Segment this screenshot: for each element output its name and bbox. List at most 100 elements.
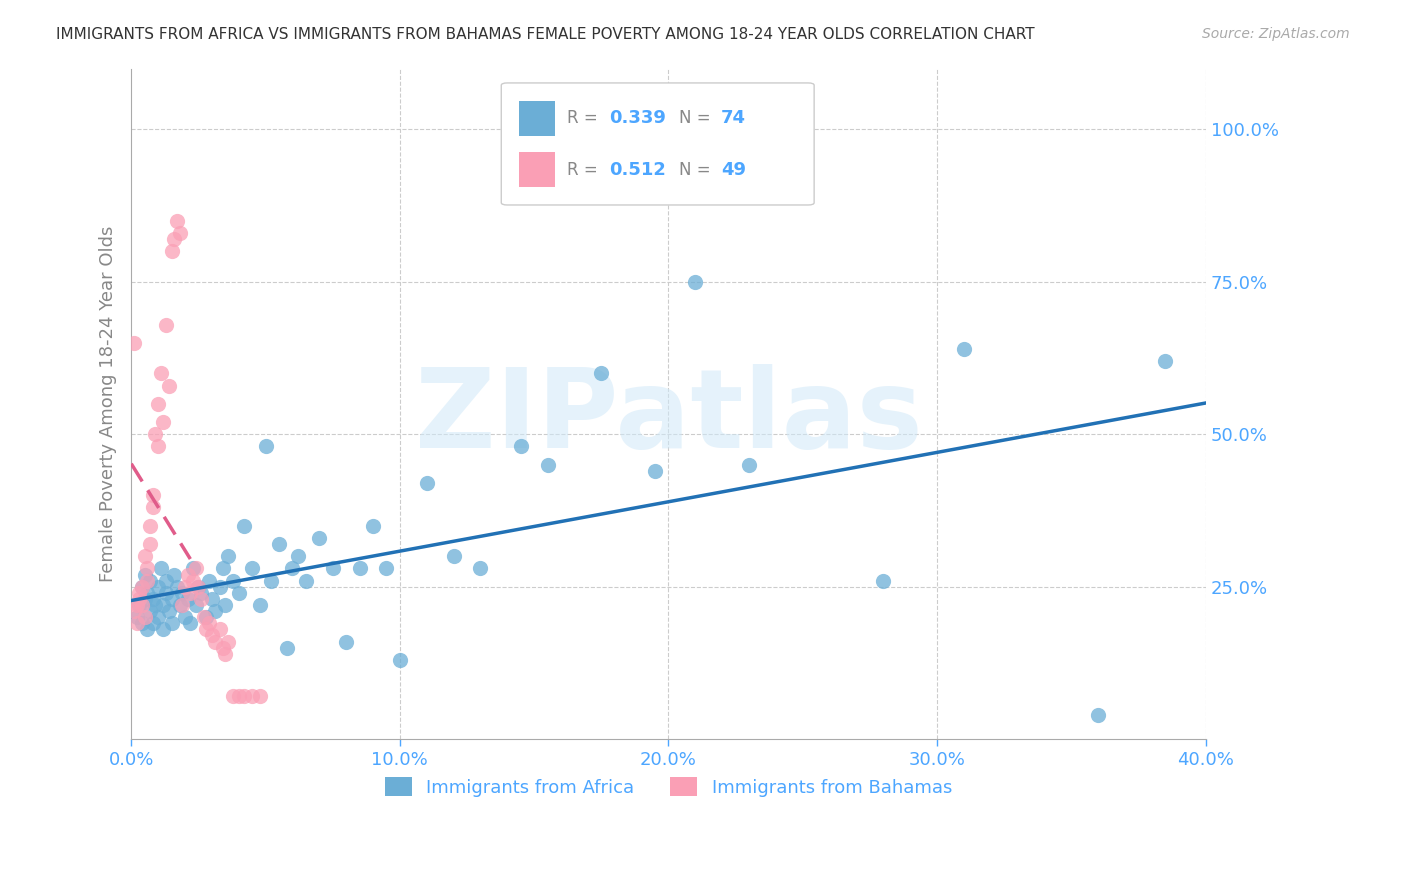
Point	[375, 561, 398, 575]
Point	[160, 591, 183, 606]
Point	[163, 567, 186, 582]
Point	[204, 634, 226, 648]
Point	[163, 232, 186, 246]
Point	[125, 616, 148, 631]
Point	[187, 580, 209, 594]
Point	[176, 591, 198, 606]
Point	[146, 610, 169, 624]
Point	[233, 518, 256, 533]
Point	[1154, 354, 1177, 368]
Point	[142, 488, 165, 502]
Point	[184, 561, 207, 575]
Legend: Immigrants from Africa, Immigrants from Bahamas: Immigrants from Africa, Immigrants from …	[377, 770, 959, 804]
Point	[166, 214, 188, 228]
Point	[134, 610, 156, 624]
Point	[361, 518, 384, 533]
Point	[190, 591, 212, 606]
Point	[536, 458, 558, 472]
Point	[211, 561, 233, 575]
Point	[174, 610, 197, 624]
Point	[179, 616, 201, 631]
Point	[208, 623, 231, 637]
Point	[281, 561, 304, 575]
Point	[201, 628, 224, 642]
Point	[190, 586, 212, 600]
Point	[591, 367, 613, 381]
Point	[181, 561, 204, 575]
Point	[169, 226, 191, 240]
Point	[470, 561, 492, 575]
Point	[149, 561, 172, 575]
Point	[169, 598, 191, 612]
Point	[195, 623, 218, 637]
Point	[146, 580, 169, 594]
Point	[349, 561, 371, 575]
Text: IMMIGRANTS FROM AFRICA VS IMMIGRANTS FROM BAHAMAS FEMALE POVERTY AMONG 18-24 YEA: IMMIGRANTS FROM AFRICA VS IMMIGRANTS FRO…	[56, 27, 1035, 42]
Point	[139, 518, 162, 533]
Point	[187, 580, 209, 594]
Point	[685, 275, 707, 289]
Point	[222, 574, 245, 588]
Point	[122, 335, 145, 350]
Point	[228, 586, 250, 600]
Point	[131, 616, 153, 631]
Point	[335, 634, 357, 648]
Point	[136, 623, 159, 637]
Point	[172, 598, 194, 612]
Point	[308, 531, 330, 545]
Point	[128, 591, 150, 606]
Point	[415, 476, 437, 491]
Point	[155, 586, 177, 600]
Point	[260, 574, 283, 588]
Point	[160, 616, 183, 631]
Point	[136, 574, 159, 588]
Y-axis label: Female Poverty Among 18-24 Year Olds: Female Poverty Among 18-24 Year Olds	[100, 226, 117, 582]
Point	[176, 567, 198, 582]
Point	[195, 610, 218, 624]
Point	[139, 537, 162, 551]
Point	[204, 604, 226, 618]
Point	[145, 427, 167, 442]
Point	[240, 561, 263, 575]
Point	[134, 591, 156, 606]
Point	[128, 598, 150, 612]
Point	[201, 591, 224, 606]
Point	[198, 616, 221, 631]
Point	[179, 586, 201, 600]
Point	[240, 690, 263, 704]
Point	[249, 690, 271, 704]
Point	[139, 574, 162, 588]
Point	[254, 440, 277, 454]
Point	[953, 342, 976, 356]
Point	[184, 598, 207, 612]
Point	[134, 567, 156, 582]
Point	[157, 378, 180, 392]
Point	[152, 415, 174, 429]
Point	[222, 690, 245, 704]
Text: Source: ZipAtlas.com: Source: ZipAtlas.com	[1202, 27, 1350, 41]
Point	[157, 604, 180, 618]
Point	[276, 640, 298, 655]
Point	[267, 537, 290, 551]
Point	[155, 318, 177, 332]
Point	[152, 623, 174, 637]
Point	[208, 580, 231, 594]
Point	[295, 574, 318, 588]
Point	[181, 574, 204, 588]
Point	[142, 616, 165, 631]
Point	[131, 580, 153, 594]
Point	[509, 440, 531, 454]
Point	[193, 610, 215, 624]
Point	[155, 574, 177, 588]
Point	[145, 598, 167, 612]
Point	[142, 591, 165, 606]
Point	[211, 640, 233, 655]
Point	[172, 586, 194, 600]
Point	[233, 690, 256, 704]
Point	[146, 440, 169, 454]
Point	[228, 690, 250, 704]
Point	[738, 458, 761, 472]
Point	[146, 397, 169, 411]
Point	[149, 367, 172, 381]
Point	[217, 549, 239, 564]
